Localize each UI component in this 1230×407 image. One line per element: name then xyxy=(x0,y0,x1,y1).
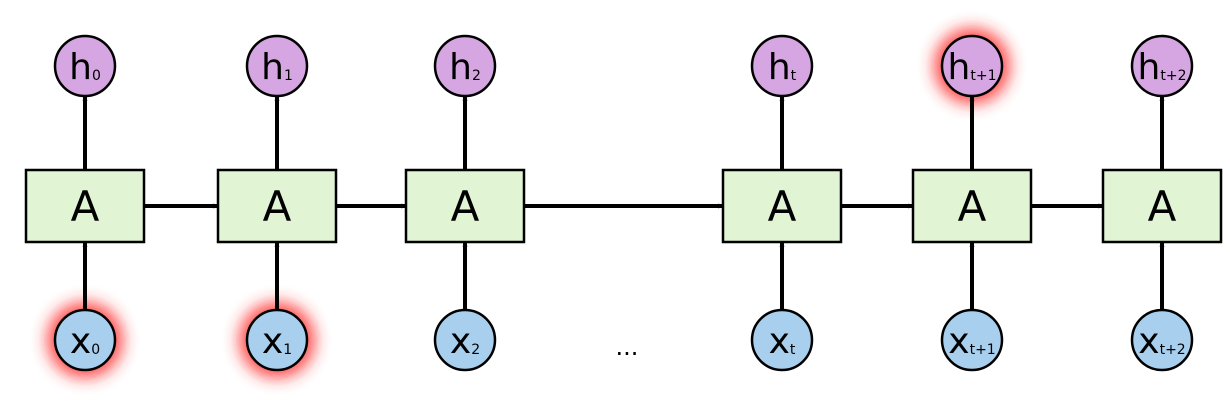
input-node-1-label: x1 xyxy=(262,321,292,362)
rnn-cell-2 xyxy=(404,168,526,244)
rnn-cell-5 xyxy=(1101,168,1223,244)
output-node-4-symbol: h xyxy=(948,47,971,88)
rnn-cell-label-0: A xyxy=(71,182,100,231)
output-node-3-subscript: t xyxy=(791,68,797,84)
output-node-0-subscript: 0 xyxy=(92,68,101,84)
output-node-1-subscript: 1 xyxy=(284,68,293,84)
rnn-cell-0 xyxy=(24,168,146,244)
output-node-2-circle xyxy=(433,34,497,98)
output-node-0-circle xyxy=(53,34,117,98)
rnn-cell-4 xyxy=(911,168,1033,244)
output-node-5-subscript: t+2 xyxy=(1160,68,1186,84)
rnn-cell-label-2: A xyxy=(451,182,480,231)
input-node-3-symbol: x xyxy=(769,321,790,362)
input-node-2-symbol: x xyxy=(450,321,471,362)
input-node-2-subscript: 2 xyxy=(471,342,480,358)
rnn-cell-label-3: A xyxy=(768,182,797,231)
input-node-4-symbol: x xyxy=(948,321,969,362)
output-node-5-label: ht+2 xyxy=(1138,47,1187,88)
rnn-cell-label-1: A xyxy=(263,182,292,231)
output-node-4-subscript: t+1 xyxy=(970,68,996,84)
output-node-1-label: h1 xyxy=(261,47,293,88)
input-node-1-circle xyxy=(245,308,309,372)
output-node-2-symbol: h xyxy=(449,47,472,88)
ellipsis: ... xyxy=(616,333,639,361)
input-node-2-label: x2 xyxy=(450,321,480,362)
rnn-cell-label-4: A xyxy=(958,182,987,231)
output-node-2-label: h2 xyxy=(449,47,481,88)
input-node-1-subscript: 1 xyxy=(283,342,292,358)
input-node-4-circle xyxy=(940,308,1004,372)
input-node-0-circle xyxy=(53,308,117,372)
input-node-0-symbol: x xyxy=(70,321,91,362)
input-node-3-circle xyxy=(750,308,814,372)
output-node-3-symbol: h xyxy=(768,47,791,88)
connections xyxy=(82,95,1165,310)
rnn-cell-label-5: A xyxy=(1148,182,1177,231)
input-node-0-subscript: 0 xyxy=(91,342,100,358)
rnn-cell-3 xyxy=(721,168,843,244)
output-node-5-symbol: h xyxy=(1138,47,1161,88)
output-node-0-symbol: h xyxy=(69,47,92,88)
input-node-5-circle xyxy=(1130,308,1194,372)
input-node-4-label: xt+1 xyxy=(948,321,995,362)
input-node-5-symbol: x xyxy=(1138,321,1159,362)
output-node-3-label: ht xyxy=(768,47,797,88)
output-node-5-circle xyxy=(1130,34,1194,98)
input-node-5-label: xt+2 xyxy=(1138,321,1185,362)
highlight-glows xyxy=(47,28,1010,378)
output-node-4-circle xyxy=(940,34,1004,98)
input-node-5-subscript: t+2 xyxy=(1160,342,1186,358)
input-node-3-label: xt xyxy=(769,321,796,362)
rnn-cell-1 xyxy=(216,168,338,244)
output-node-2-subscript: 2 xyxy=(472,68,481,84)
output-node-1-symbol: h xyxy=(261,47,284,88)
input-node-4-subscript: t+1 xyxy=(970,342,996,358)
input-node-0-label: x0 xyxy=(70,321,100,362)
input-node-1-symbol: x xyxy=(262,321,283,362)
input-node-2-circle xyxy=(433,308,497,372)
output-node-0-label: h0 xyxy=(69,47,101,88)
input-node-3-subscript: t xyxy=(790,342,796,358)
output-node-4-label: ht+1 xyxy=(948,47,997,88)
output-node-1-circle xyxy=(245,34,309,98)
output-node-3-circle xyxy=(750,34,814,98)
